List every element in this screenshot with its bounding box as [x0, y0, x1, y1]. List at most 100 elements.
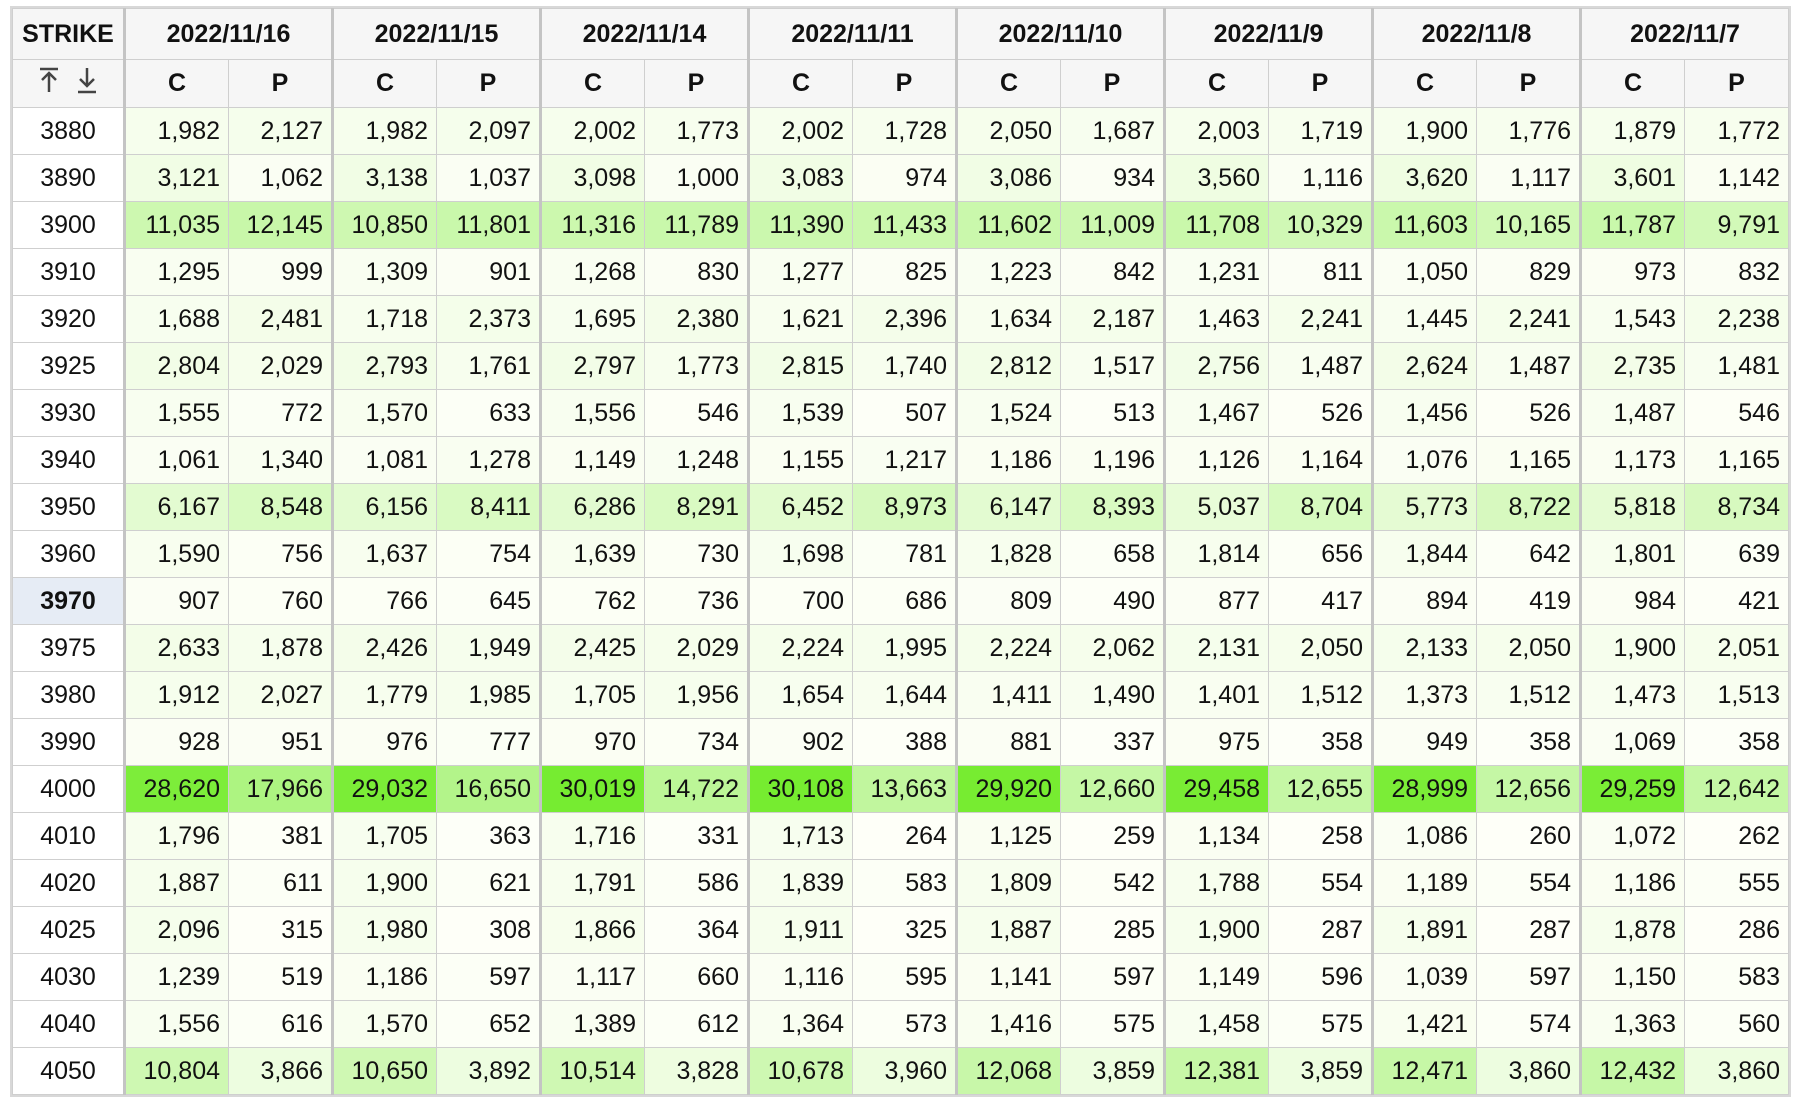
call-cell: 2,224: [955, 624, 1061, 672]
put-cell: 3,859: [1060, 1047, 1165, 1095]
put-cell: 574: [1476, 1000, 1581, 1048]
call-cell: 1,061: [123, 436, 229, 484]
call-cell: 10,804: [123, 1047, 229, 1095]
call-cell: 1,698: [747, 530, 853, 578]
call-cell: 1,141: [955, 953, 1061, 1001]
call-cell: 3,620: [1371, 154, 1477, 202]
call-cell: 1,524: [955, 389, 1061, 437]
call-cell: 1,791: [539, 859, 645, 907]
call-cell: 3,601: [1579, 154, 1685, 202]
table-row: 4010 1,796 381 1,705 363 1,716 331 1,713 264 1,12…: [12, 812, 1789, 860]
put-cell: 951: [228, 718, 333, 766]
call-cell: 2,624: [1371, 342, 1477, 390]
put-cell: 586: [644, 859, 749, 907]
put-cell: 287: [1268, 906, 1373, 954]
sort-top[interactable]: [40, 67, 58, 92]
call-cell: 1,373: [1371, 671, 1477, 719]
put-cell: 1,512: [1268, 671, 1373, 719]
put-cell: 1,217: [852, 436, 957, 484]
call-header: C: [1163, 59, 1269, 108]
call-cell: 1,637: [331, 530, 437, 578]
call-cell: 1,295: [123, 248, 229, 296]
put-cell: 8,393: [1060, 483, 1165, 531]
call-cell: 1,555: [123, 389, 229, 437]
strike-cell: 3970: [12, 577, 125, 625]
call-cell: 907: [123, 577, 229, 625]
put-cell: 2,029: [644, 624, 749, 672]
call-cell: 976: [331, 718, 437, 766]
strike-cell: 3950: [12, 483, 125, 531]
strike-cell: 3930: [12, 389, 125, 437]
put-cell: 934: [1060, 154, 1165, 202]
call-cell: 1,911: [747, 906, 853, 954]
call-cell: 1,828: [955, 530, 1061, 578]
strike-cell: 3980: [12, 671, 125, 719]
call-cell: 3,083: [747, 154, 853, 202]
call-cell: 29,920: [955, 765, 1061, 813]
call-cell: 973: [1579, 248, 1685, 296]
call-cell: 2,224: [747, 624, 853, 672]
call-cell: 2,002: [539, 107, 645, 155]
put-cell: 490: [1060, 577, 1165, 625]
call-cell: 10,514: [539, 1047, 645, 1095]
strike-cell: 4050: [12, 1047, 125, 1095]
put-cell: 754: [436, 530, 541, 578]
call-cell: 1,891: [1371, 906, 1477, 954]
strike-cell: 3900: [12, 201, 125, 249]
put-cell: 772: [228, 389, 333, 437]
put-cell: 519: [228, 953, 333, 1001]
put-cell: 259: [1060, 812, 1165, 860]
options-table: STRIKE 2022/11/16 2022/11/15 2022/11/14 2022…: [12, 8, 1789, 1095]
call-cell: 881: [955, 718, 1061, 766]
call-cell: 28,620: [123, 765, 229, 813]
call-cell: 1,117: [539, 953, 645, 1001]
table-row: 4000 28,620 17,966 29,032 16,650 30,019 14,722…: [12, 765, 1789, 813]
call-cell: 1,134: [1163, 812, 1269, 860]
put-cell: 3,859: [1268, 1047, 1373, 1095]
put-cell: 1,517: [1060, 342, 1165, 390]
call-cell: 1,463: [1163, 295, 1269, 343]
put-cell: 830: [644, 248, 749, 296]
put-cell: 1,340: [228, 436, 333, 484]
put-cell: 16,650: [436, 765, 541, 813]
sort-bottom[interactable]: [78, 68, 96, 94]
put-cell: 2,241: [1268, 295, 1373, 343]
strike-cell: 4030: [12, 953, 125, 1001]
strike-cell: 4040: [12, 1000, 125, 1048]
put-cell: 331: [644, 812, 749, 860]
put-cell: 621: [436, 859, 541, 907]
call-cell: 29,458: [1163, 765, 1269, 813]
call-cell: 1,076: [1371, 436, 1477, 484]
put-cell: 811: [1268, 248, 1373, 296]
put-cell: 597: [1476, 953, 1581, 1001]
put-cell: 1,165: [1684, 436, 1789, 484]
call-cell: 1,621: [747, 295, 853, 343]
put-cell: 2,027: [228, 671, 333, 719]
call-cell: 2,003: [1163, 107, 1269, 155]
put-cell: 583: [852, 859, 957, 907]
put-cell: 734: [644, 718, 749, 766]
table-row: 3980 1,912 2,027 1,779 1,985 1,705 1,956 1,654 1…: [12, 671, 1789, 719]
call-cell: 1,713: [747, 812, 853, 860]
put-cell: 829: [1476, 248, 1581, 296]
put-cell: 13,663: [852, 765, 957, 813]
call-cell: 1,125: [955, 812, 1061, 860]
put-cell: 1,116: [1268, 154, 1373, 202]
call-cell: 1,189: [1371, 859, 1477, 907]
put-cell: 285: [1060, 906, 1165, 954]
call-cell: 1,186: [1579, 859, 1685, 907]
call-cell: 1,634: [955, 295, 1061, 343]
call-cell: 1,416: [955, 1000, 1061, 1048]
call-cell: 1,639: [539, 530, 645, 578]
call-cell: 1,116: [747, 953, 853, 1001]
call-cell: 700: [747, 577, 853, 625]
put-cell: 658: [1060, 530, 1165, 578]
put-cell: 1,037: [436, 154, 541, 202]
put-cell: 12,642: [1684, 765, 1789, 813]
strike-header[interactable]: STRIKE: [12, 8, 125, 60]
put-cell: 1,772: [1684, 107, 1789, 155]
call-cell: 30,019: [539, 765, 645, 813]
put-cell: 8,411: [436, 483, 541, 531]
call-cell: 1,277: [747, 248, 853, 296]
table-row: 4050 10,804 3,866 10,650 3,892 10,514 3,828 10,…: [12, 1047, 1789, 1095]
